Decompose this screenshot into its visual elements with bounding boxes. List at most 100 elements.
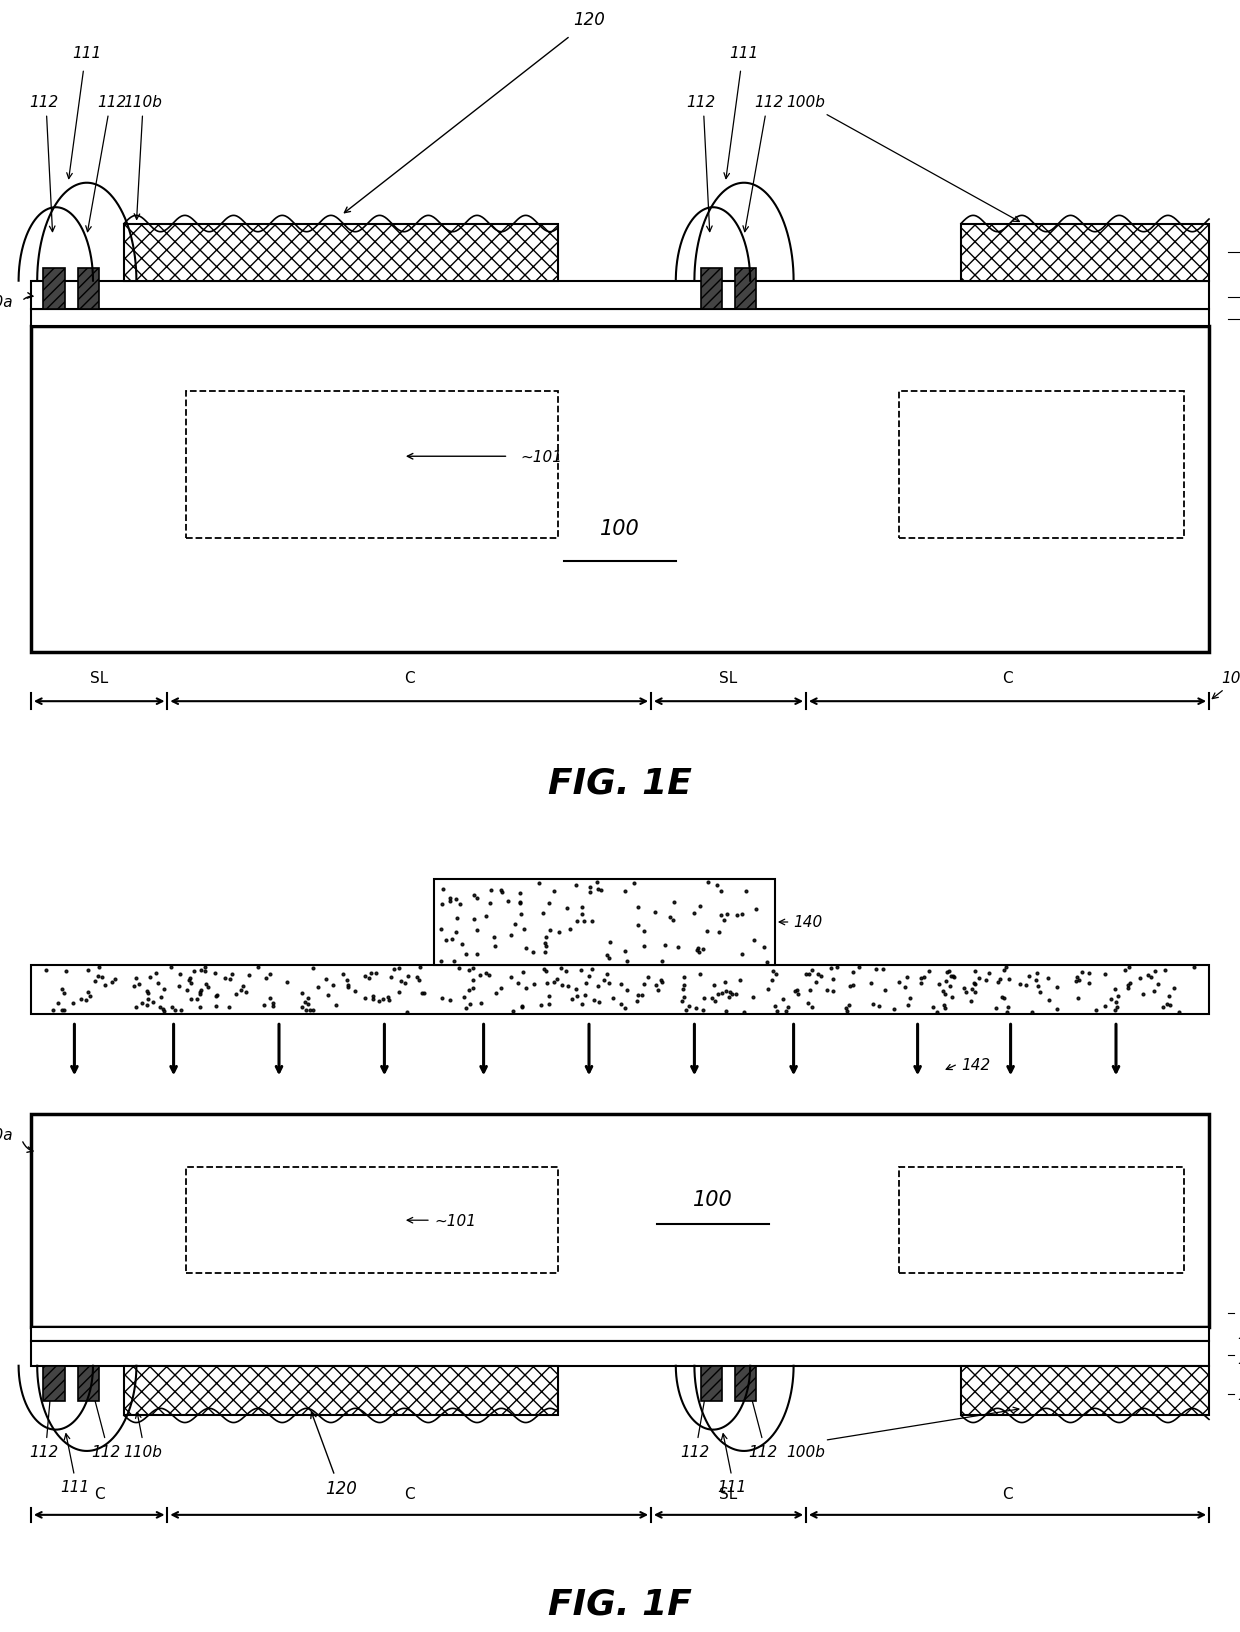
Point — [897, 965, 916, 991]
Point — [806, 969, 826, 996]
Text: 100: 100 — [600, 519, 640, 539]
Bar — [124, 1366, 558, 1415]
Point — [849, 955, 869, 981]
Point — [479, 961, 498, 987]
Point — [436, 927, 456, 953]
Point — [76, 987, 95, 1013]
Point — [460, 992, 480, 1018]
Point — [337, 973, 357, 999]
Point — [1138, 961, 1158, 987]
Point — [660, 904, 680, 930]
Point — [414, 979, 434, 1005]
Point — [476, 904, 496, 930]
Point — [567, 907, 587, 934]
Point — [260, 961, 280, 987]
Point — [588, 973, 608, 999]
Point — [727, 902, 746, 929]
Text: SL: SL — [719, 1485, 738, 1501]
Point — [889, 969, 909, 996]
Point — [821, 955, 841, 981]
Point — [207, 982, 227, 1009]
Point — [1109, 982, 1128, 1009]
Point — [260, 986, 280, 1012]
Point — [691, 894, 711, 920]
Bar — [961, 1366, 1209, 1415]
Point — [43, 997, 63, 1023]
Point — [196, 971, 216, 997]
Text: 111: 111 — [60, 1480, 89, 1495]
Point — [843, 973, 863, 999]
Point — [133, 991, 153, 1017]
Point — [574, 982, 594, 1009]
Bar — [186, 1167, 558, 1273]
Point — [534, 930, 554, 956]
Point — [1030, 979, 1050, 1005]
Point — [463, 976, 482, 1002]
Point — [491, 974, 511, 1000]
Text: 120: 120 — [325, 1480, 357, 1498]
Point — [146, 960, 166, 986]
Point — [544, 878, 564, 904]
Point — [673, 965, 693, 991]
Point — [1101, 986, 1121, 1012]
Point — [440, 987, 460, 1013]
Point — [637, 965, 657, 991]
Point — [652, 969, 672, 996]
Point — [737, 878, 756, 904]
Point — [337, 968, 357, 994]
Point — [237, 979, 257, 1005]
Point — [898, 992, 918, 1018]
Point — [513, 960, 533, 986]
Point — [549, 919, 569, 945]
Text: C: C — [94, 1485, 104, 1501]
Point — [686, 996, 706, 1022]
Point — [764, 958, 784, 984]
Point — [508, 971, 528, 997]
Point — [702, 986, 722, 1012]
Text: ~101: ~101 — [434, 1213, 476, 1227]
Point — [512, 994, 532, 1020]
Point — [138, 978, 157, 1004]
Point — [866, 956, 885, 982]
Point — [573, 902, 593, 929]
Point — [954, 976, 973, 1002]
Point — [708, 981, 728, 1007]
Point — [53, 997, 73, 1023]
Point — [698, 870, 718, 896]
Point — [732, 901, 751, 927]
Text: FIG. 1F: FIG. 1F — [548, 1586, 692, 1621]
Point — [449, 955, 469, 981]
Point — [1164, 976, 1184, 1002]
Point — [1095, 994, 1115, 1020]
Point — [248, 955, 268, 981]
Point — [935, 996, 955, 1022]
Point — [191, 958, 211, 984]
Point — [558, 974, 578, 1000]
Point — [634, 917, 653, 943]
Point — [732, 942, 751, 968]
Point — [78, 958, 98, 984]
Point — [176, 978, 196, 1004]
Point — [574, 909, 594, 935]
Point — [579, 875, 599, 901]
Point — [712, 981, 732, 1007]
Point — [712, 902, 732, 929]
Point — [322, 973, 342, 999]
Point — [823, 966, 843, 992]
Point — [389, 979, 409, 1005]
Point — [761, 968, 781, 994]
Bar — [961, 224, 1209, 281]
Text: 101: 101 — [1238, 1327, 1240, 1342]
Point — [1184, 955, 1204, 981]
Point — [222, 961, 242, 987]
Point — [492, 880, 512, 906]
Point — [254, 992, 274, 1018]
Point — [998, 994, 1018, 1020]
Point — [486, 981, 506, 1007]
Point — [366, 961, 386, 987]
Point — [1066, 965, 1086, 991]
Point — [1115, 958, 1135, 984]
Point — [216, 966, 236, 992]
Point — [1048, 974, 1068, 1000]
Point — [197, 974, 217, 1000]
